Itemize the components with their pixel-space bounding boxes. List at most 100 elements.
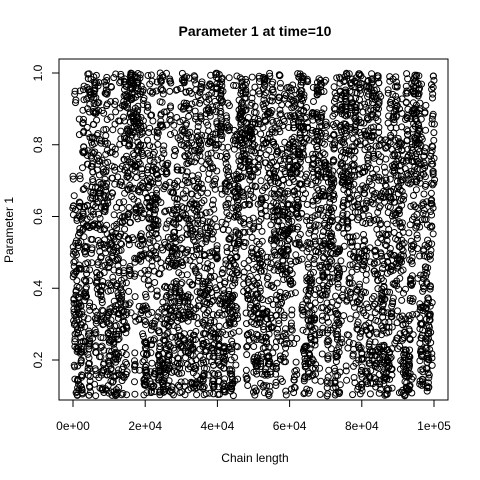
data-point <box>230 145 238 153</box>
data-point <box>240 280 248 288</box>
data-point <box>339 212 347 220</box>
data-point <box>291 384 299 392</box>
data-point <box>416 159 424 167</box>
data-point <box>205 281 213 289</box>
data-point <box>161 283 168 291</box>
data-point <box>364 380 371 388</box>
data-point <box>146 157 154 164</box>
data-point <box>153 186 161 194</box>
data-point <box>320 272 328 280</box>
data-point <box>317 129 325 137</box>
data-point <box>160 108 168 116</box>
data-point <box>368 87 375 95</box>
data-point <box>355 213 363 221</box>
data-point <box>173 206 181 214</box>
data-point <box>232 303 239 310</box>
data-point <box>308 129 316 137</box>
data-point <box>180 204 188 212</box>
data-point <box>167 294 175 301</box>
data-point <box>346 315 354 323</box>
data-point <box>124 100 132 108</box>
data-point <box>278 202 286 210</box>
data-point <box>213 245 221 253</box>
data-point <box>382 176 390 184</box>
data-point <box>107 365 115 372</box>
data-point <box>274 301 282 309</box>
data-point <box>202 390 210 398</box>
data-point <box>123 368 131 376</box>
data-point <box>256 284 264 292</box>
data-point <box>139 236 147 244</box>
data-point <box>318 232 326 240</box>
data-point <box>228 384 235 392</box>
data-point <box>399 157 407 165</box>
data-point <box>228 302 236 310</box>
data-point <box>382 155 390 163</box>
data-point <box>207 317 215 324</box>
data-point <box>159 72 166 79</box>
data-point <box>295 257 303 264</box>
data-point <box>191 158 199 166</box>
data-point <box>307 240 314 248</box>
data-point <box>143 107 151 115</box>
data-point <box>177 349 185 357</box>
data-point <box>109 273 117 281</box>
data-point <box>210 383 218 391</box>
data-point <box>251 83 259 91</box>
data-point <box>88 133 96 141</box>
data-point <box>163 69 170 77</box>
data-point <box>185 112 193 120</box>
data-point <box>323 307 331 315</box>
data-point <box>284 190 292 198</box>
data-point <box>379 257 387 265</box>
data-point <box>285 218 293 226</box>
data-point <box>239 189 247 197</box>
data-point <box>99 334 107 342</box>
data-point <box>203 300 211 308</box>
data-point <box>345 338 353 346</box>
data-point <box>136 160 144 168</box>
data-point <box>142 366 150 374</box>
data-point <box>217 91 225 99</box>
data-point <box>172 238 180 246</box>
data-point <box>209 228 217 236</box>
data-point <box>70 296 78 304</box>
data-point <box>78 371 86 379</box>
data-point <box>181 382 189 390</box>
data-point <box>204 150 212 158</box>
data-point <box>264 273 272 281</box>
data-point <box>203 309 211 317</box>
data-point <box>262 118 270 126</box>
data-point <box>295 111 303 118</box>
data-point <box>325 163 333 171</box>
data-point <box>110 74 118 82</box>
data-point <box>75 261 83 269</box>
data-point <box>298 209 306 217</box>
data-point <box>160 150 168 158</box>
data-point <box>376 221 384 229</box>
data-point <box>122 300 129 308</box>
data-point <box>381 288 389 296</box>
data-point <box>125 241 133 249</box>
data-point <box>188 281 196 288</box>
data-point <box>255 163 262 171</box>
data-point <box>397 139 404 147</box>
data-point <box>324 318 332 326</box>
data-point <box>249 194 257 201</box>
data-point <box>225 123 233 131</box>
data-point <box>340 78 348 86</box>
data-point <box>185 87 193 95</box>
data-point <box>350 180 358 188</box>
data-point <box>266 69 274 77</box>
data-point <box>206 81 214 89</box>
data-point <box>323 122 331 130</box>
data-point <box>262 201 270 209</box>
data-point <box>212 141 220 148</box>
data-point <box>277 194 285 202</box>
data-point <box>113 224 121 232</box>
data-point <box>108 304 116 312</box>
data-point <box>396 186 404 194</box>
data-point <box>270 266 278 274</box>
data-point <box>100 269 108 276</box>
data-point <box>140 250 148 258</box>
